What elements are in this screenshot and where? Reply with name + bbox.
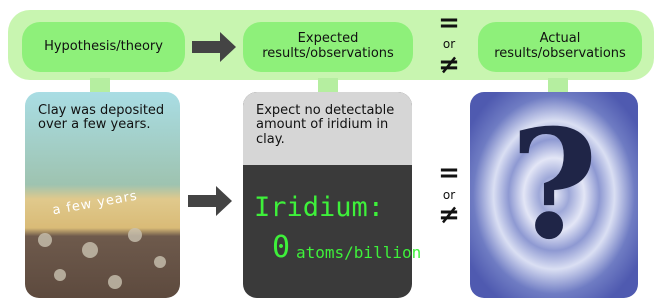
question-mark: ? [470, 110, 638, 260]
connector [90, 78, 110, 94]
equals: = [434, 158, 464, 188]
hypothesis-label: Hypothesis/theory [22, 22, 185, 72]
connector [548, 78, 568, 94]
not-equal: ≠ [434, 200, 464, 230]
iridium-value: 0 [272, 230, 290, 265]
not-equal: ≠ [434, 50, 464, 80]
actual-label: Actual results/observations [488, 22, 632, 72]
iridium-label: Iridium: [254, 192, 384, 223]
clay-text: Clay was deposited over a few years. [38, 104, 170, 133]
connector [318, 78, 338, 94]
expected-text: Expect no detectable amount of iridium i… [256, 104, 406, 147]
equals: = [434, 8, 464, 38]
expected-label: Expected results/observations [258, 22, 398, 72]
diagram: Hypothesis/theory Expected results/obser… [0, 0, 657, 301]
iridium-unit: atoms/billion [296, 243, 421, 262]
or: or [434, 37, 464, 51]
arrow [188, 186, 232, 216]
